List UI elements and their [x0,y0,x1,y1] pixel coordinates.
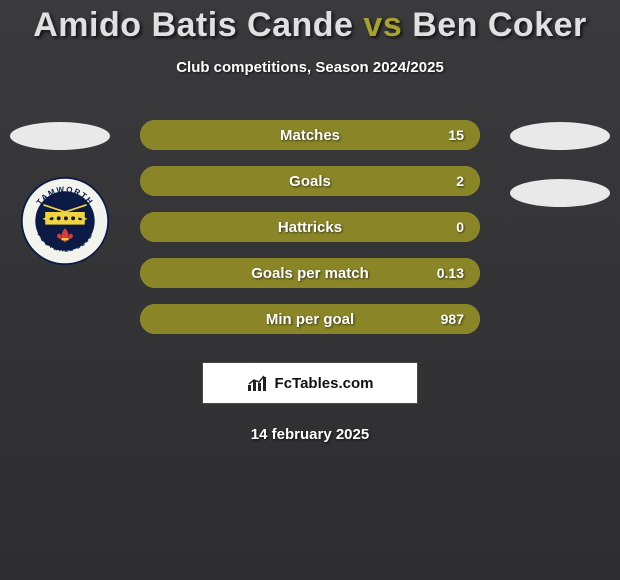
stat-bar-label: Goals per match [140,258,480,288]
player2-name: Ben Coker [412,6,587,44]
stat-bar-label: Goals [140,166,480,196]
side-oval [510,122,610,150]
stat-bar: Hattricks0 [140,212,480,242]
stat-bar: Matches15 [140,120,480,150]
stat-bar-label: Matches [140,120,480,150]
attribution-text: FcTables.com [275,375,374,392]
date-text: 14 february 2025 [0,426,620,443]
club-badge: TAMWORTH FOOTBALL CLUB [20,176,110,266]
attribution-box: FcTables.com [202,362,418,404]
stat-bar-label: Hattricks [140,212,480,242]
player1-name: Amido Batis Cande [33,6,353,44]
stat-bar-value: 0 [456,212,464,242]
stat-bar: Goals2 [140,166,480,196]
stat-bar-value: 987 [441,304,464,334]
side-oval [10,122,110,150]
stat-bar-value: 0.13 [437,258,464,288]
stat-bar-value: 15 [448,120,464,150]
side-oval [510,179,610,207]
stat-bar-value: 2 [456,166,464,196]
stat-bar: Min per goal987 [140,304,480,334]
vs-text: vs [353,6,412,44]
chart-icon [247,374,269,392]
page-title: Amido Batis Cande vs Ben Coker [0,6,620,45]
subtitle: Club competitions, Season 2024/2025 [0,59,620,76]
stat-bar-label: Min per goal [140,304,480,334]
stat-bar: Goals per match0.13 [140,258,480,288]
comparison-card: Amido Batis Cande vs Ben Coker Club comp… [0,0,620,580]
